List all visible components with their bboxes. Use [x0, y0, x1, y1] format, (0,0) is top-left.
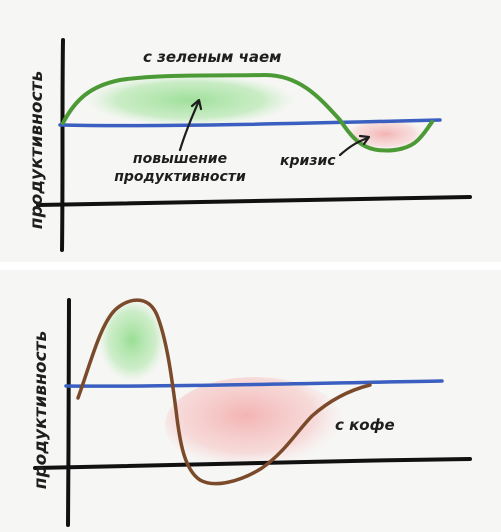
green-tea-curve	[61, 72, 434, 153]
panel-divider	[0, 262, 501, 270]
crisis-arrow-head	[358, 134, 371, 146]
x-axis	[36, 195, 472, 207]
y-axis-label: продуктивность	[27, 71, 47, 230]
green-tea-chart: с зеленым чаем повышение продуктивности …	[27, 38, 472, 252]
y-axis	[60, 38, 65, 252]
coffee-loss-area	[165, 377, 345, 473]
coffee-panel: с кофе продуктивность	[0, 270, 501, 532]
increase-arrow	[178, 101, 200, 152]
increase-label-line2: продуктивности	[114, 169, 246, 185]
x-axis	[33, 457, 472, 470]
coffee-gain-area	[98, 298, 166, 382]
baseline	[58, 118, 442, 128]
y-axis-label: продуктивность	[31, 331, 51, 490]
baseline	[64, 379, 444, 388]
green-tea-label: с зеленым чаем	[143, 48, 281, 66]
coffee-curve	[76, 298, 372, 486]
productivity-gain-area	[85, 74, 295, 126]
coffee-label: с кофе	[335, 416, 395, 434]
coffee-chart: с кофе продуктивность	[31, 298, 472, 527]
crisis-arrow	[338, 136, 370, 157]
y-axis	[66, 298, 71, 527]
green-tea-panel: с зеленым чаем повышение продуктивности …	[0, 0, 501, 262]
increase-arrow-head	[190, 98, 203, 111]
increase-label-line1: повышение	[133, 151, 227, 167]
crisis-label: кризис	[280, 153, 336, 169]
